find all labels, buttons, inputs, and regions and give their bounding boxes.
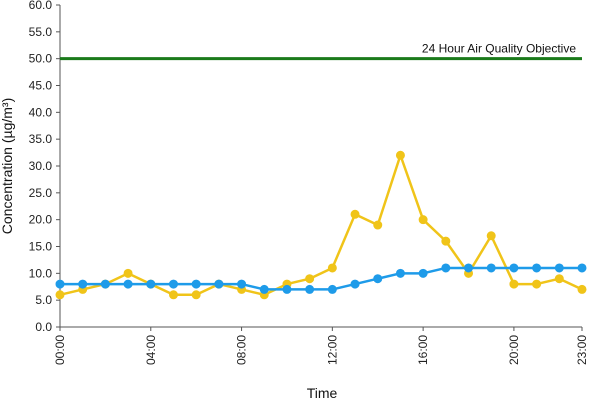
- data-point: [168, 279, 178, 289]
- data-point: [191, 279, 201, 289]
- data-point: [146, 279, 156, 289]
- data-point: [418, 215, 428, 225]
- data-point: [282, 284, 292, 294]
- data-point: [259, 284, 269, 294]
- data-point: [464, 263, 474, 273]
- series-2: [55, 263, 587, 294]
- y-tick-label: 40.0: [29, 105, 53, 119]
- data-point: [418, 268, 428, 278]
- x-tick-label: 20:00: [507, 335, 521, 365]
- y-tick-label: 30.0: [29, 159, 53, 173]
- y-tick-label: 55.0: [29, 25, 53, 39]
- data-point: [395, 150, 405, 160]
- y-tick-label: 50.0: [29, 52, 53, 66]
- data-point: [395, 268, 405, 278]
- data-point: [350, 209, 360, 219]
- data-point: [214, 279, 224, 289]
- y-tick-label: 35.0: [29, 132, 53, 146]
- data-point: [373, 274, 383, 284]
- y-axis: 0.0 5.0 10.0 15.0 20.0 25.0 30.0 35.0 40.0 45.0 50…: [29, 0, 61, 334]
- data-point: [123, 268, 133, 278]
- data-point: [327, 284, 337, 294]
- reference-line-group: 24 Hour Air Quality Objective: [60, 42, 582, 61]
- data-point: [486, 263, 496, 273]
- data-point: [168, 290, 178, 300]
- y-tick-label: 25.0: [29, 186, 53, 200]
- y-tick-label: 5.0: [35, 293, 52, 307]
- data-point: [554, 274, 564, 284]
- x-tick-label: 00:00: [53, 335, 67, 365]
- data-point: [350, 279, 360, 289]
- y-axis-title: Concentration (µg/m³): [0, 98, 15, 234]
- y-tick-label: 15.0: [29, 240, 53, 254]
- reference-line-label: 24 Hour Air Quality Objective: [422, 42, 576, 56]
- data-point: [55, 279, 65, 289]
- data-point: [441, 236, 451, 246]
- y-tick-label: 60.0: [29, 0, 53, 12]
- data-point: [486, 231, 496, 241]
- x-tick-label: 23:00: [575, 335, 589, 365]
- y-tick-label: 0.0: [35, 320, 52, 334]
- data-point: [509, 279, 519, 289]
- data-point: [441, 263, 451, 273]
- data-point: [305, 274, 315, 284]
- data-point: [532, 263, 542, 273]
- data-point: [577, 263, 587, 273]
- data-point: [100, 279, 110, 289]
- data-point: [191, 290, 201, 300]
- series-1: [55, 150, 587, 300]
- data-point: [554, 263, 564, 273]
- series-group: [55, 150, 587, 300]
- data-point: [55, 290, 65, 300]
- data-point: [305, 284, 315, 294]
- x-tick-label: 16:00: [416, 335, 430, 365]
- data-point: [577, 284, 587, 294]
- data-point: [123, 279, 133, 289]
- x-axis-title: Time: [307, 385, 338, 400]
- data-point: [237, 279, 247, 289]
- x-tick-label: 04:00: [144, 335, 158, 365]
- data-point: [327, 263, 337, 273]
- data-point: [78, 279, 88, 289]
- y-tick-label: 20.0: [29, 213, 53, 227]
- x-tick-label: 08:00: [235, 335, 249, 365]
- y-tick-label: 10.0: [29, 266, 53, 280]
- series-line: [59, 154, 583, 297]
- x-tick-label: 12:00: [325, 335, 339, 365]
- data-point: [509, 263, 519, 273]
- y-tick-label: 45.0: [29, 79, 53, 93]
- data-point: [373, 220, 383, 230]
- data-point: [532, 279, 542, 289]
- x-axis: 00:00 04:00 08:00 12:00 16:00 20:00 23:00: [53, 326, 589, 365]
